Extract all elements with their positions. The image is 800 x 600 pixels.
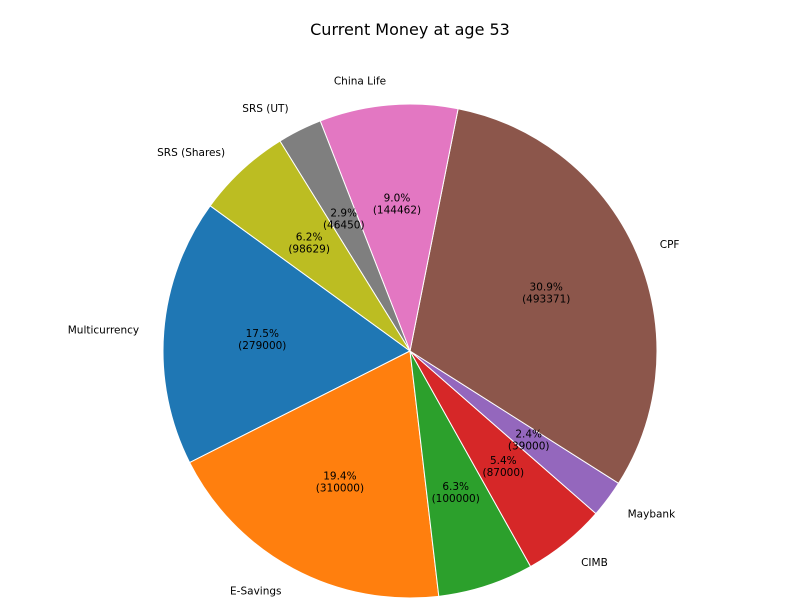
- slice-label-4: Maybank: [628, 509, 676, 521]
- pie-slice-8: [209, 140, 411, 352]
- slice-value-3: (87000): [483, 467, 525, 479]
- slice-percent-4: 2.4%: [515, 429, 542, 441]
- slice-value-0: (279000): [238, 340, 286, 352]
- slice-value-6: (144462): [373, 204, 421, 216]
- slice-percent-7: 2.9%: [330, 207, 357, 219]
- pie-labels: Multicurrency 17.5%(279000) E-Savings 19.4%…: [68, 75, 680, 597]
- slice-value-2: (100000): [432, 493, 480, 505]
- slice-percent-0: 17.5%: [246, 328, 279, 340]
- slice-label-6: China Life: [334, 75, 386, 87]
- slice-percent-2: 6.3%: [442, 481, 469, 493]
- pie-slices: [162, 103, 658, 599]
- chart-title: Current Money at age 53: [310, 20, 510, 39]
- pie-slice-6: [319, 103, 459, 353]
- slice-percent-1: 19.4%: [323, 471, 356, 483]
- slice-percent-5: 30.9%: [530, 282, 563, 294]
- slice-label-0: Multicurrency: [68, 324, 139, 336]
- slice-label-5: CPF: [660, 239, 680, 251]
- pie-slice-0: [162, 205, 411, 464]
- pie-slice-1: [188, 350, 440, 599]
- slice-value-5: (493371): [522, 294, 570, 306]
- slice-percent-6: 9.0%: [384, 192, 411, 204]
- slice-label-8: SRS (Shares): [157, 147, 225, 159]
- slice-label-1: E-Savings: [230, 585, 281, 597]
- slice-value-1: (310000): [316, 483, 364, 495]
- slice-value-8: (98629): [288, 243, 330, 255]
- slice-label-3: CIMB: [581, 557, 608, 569]
- slice-value-7: (46450): [323, 219, 365, 231]
- pie-slice-5: [409, 108, 658, 484]
- slice-percent-3: 5.4%: [490, 455, 517, 467]
- slice-percent-8: 6.2%: [296, 231, 323, 243]
- slice-value-4: (39000): [508, 441, 550, 453]
- slice-label-7: SRS (UT): [242, 103, 288, 115]
